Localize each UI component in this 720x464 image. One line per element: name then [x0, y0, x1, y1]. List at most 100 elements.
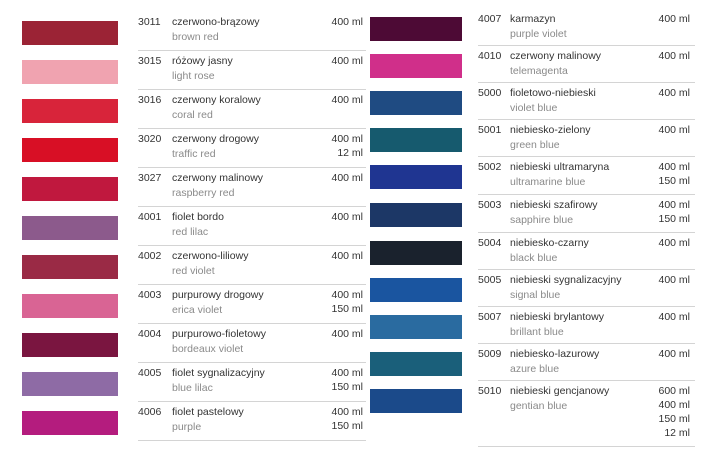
color-swatch	[22, 410, 118, 435]
size: 150 ml	[331, 420, 363, 432]
color-code: 4003	[138, 289, 162, 301]
color-code: 4004	[138, 328, 162, 340]
name-pl: fioletowo-niebieski	[510, 87, 596, 99]
name-pl: czerwony malinowy	[172, 172, 264, 184]
name-en: red lilac	[172, 226, 209, 238]
size: 400 ml	[658, 348, 690, 360]
color-swatch	[370, 388, 462, 413]
name-en: signal blue	[510, 289, 561, 301]
color-code: 4010	[478, 50, 502, 62]
name-en: violet blue	[510, 102, 558, 114]
color-code: 4005	[138, 367, 162, 379]
size: 150 ml	[658, 175, 690, 187]
size: 400 ml	[331, 406, 363, 418]
name-pl: czerwony koralowy	[172, 94, 261, 106]
color-swatch	[370, 53, 462, 78]
name-en: purple violet	[510, 28, 567, 40]
color-code: 5002	[478, 161, 502, 173]
name-en: traffic red	[172, 148, 216, 160]
color-swatch	[22, 137, 118, 162]
size: 400 ml	[331, 289, 363, 301]
color-code: 3011	[138, 16, 161, 28]
color-code: 5001	[478, 124, 502, 136]
color-swatch	[370, 127, 462, 152]
separator	[478, 82, 695, 83]
color-code: 3016	[138, 94, 162, 106]
color-code: 4007	[478, 13, 502, 25]
color-swatch	[370, 314, 462, 339]
name-pl: różowy jasny	[172, 55, 233, 67]
size: 400 ml	[331, 250, 363, 262]
name-pl: fiolet bordo	[172, 211, 224, 223]
color-swatch	[22, 20, 118, 45]
separator	[478, 119, 695, 120]
name-pl: czerwono-brązowy	[172, 16, 260, 28]
size: 400 ml	[658, 87, 690, 99]
color-swatch	[370, 16, 462, 41]
name-en: blue lilac	[172, 382, 213, 394]
name-en: red violet	[172, 265, 215, 277]
color-swatch	[370, 240, 462, 265]
name-en: ultramarine blue	[510, 176, 586, 188]
separator	[138, 440, 366, 441]
size: 150 ml	[658, 213, 690, 225]
name-en: telemagenta	[510, 65, 568, 77]
name-en: raspberry red	[172, 187, 235, 199]
size: 400 ml	[658, 50, 690, 62]
name-pl: czerwony malinowy	[510, 50, 602, 62]
separator	[478, 269, 695, 270]
name-pl: czerwony drogowy	[172, 133, 259, 145]
name-pl: niebiesko-czarny	[510, 237, 589, 249]
separator	[138, 284, 366, 285]
name-pl: niebiesko-lazurowy	[510, 348, 600, 360]
size: 400 ml	[658, 274, 690, 286]
name-pl: purpurowy drogowy	[172, 289, 264, 301]
color-code: 3020	[138, 133, 162, 145]
separator	[478, 45, 695, 46]
name-pl: niebieski szafirowy	[510, 199, 598, 211]
name-pl: niebieski ultramaryna	[510, 161, 610, 173]
name-en: green blue	[510, 139, 560, 151]
size: 400 ml	[658, 311, 690, 323]
separator	[138, 167, 366, 168]
size: 400 ml	[331, 16, 363, 28]
color-code: 5007	[478, 311, 502, 323]
color-swatch	[22, 59, 118, 84]
name-en: coral red	[172, 109, 213, 121]
size: 400 ml	[331, 367, 363, 379]
size: 400 ml	[658, 237, 690, 249]
size: 400 ml	[331, 328, 363, 340]
size: 400 ml	[658, 13, 690, 25]
color-code: 5009	[478, 348, 502, 360]
color-code: 4002	[138, 250, 162, 262]
color-swatch	[22, 176, 118, 201]
color-swatch	[370, 277, 462, 302]
color-code: 3015	[138, 55, 162, 67]
size: 400 ml	[331, 94, 363, 106]
name-en: brillant blue	[510, 326, 564, 338]
name-pl: fiolet sygnalizacyjny	[172, 367, 265, 379]
separator	[478, 232, 695, 233]
color-code: 4006	[138, 406, 162, 418]
color-code: 5003	[478, 199, 502, 211]
separator	[478, 306, 695, 307]
name-pl: niebiesko-zielony	[510, 124, 591, 136]
name-pl: niebieski gencjanowy	[510, 385, 610, 397]
color-swatch	[22, 98, 118, 123]
color-swatch	[22, 215, 118, 240]
color-code: 5004	[478, 237, 502, 249]
size: 400 ml	[331, 172, 363, 184]
separator	[138, 401, 366, 402]
size: 400 ml	[658, 399, 690, 411]
size: 12 ml	[337, 147, 363, 159]
name-en: black blue	[510, 252, 558, 264]
name-pl: karmazyn	[510, 13, 556, 25]
color-swatch	[370, 164, 462, 189]
color-code: 5005	[478, 274, 502, 286]
separator	[478, 380, 695, 381]
name-pl: niebieski sygnalizacyjny	[510, 274, 622, 286]
color-swatch	[22, 254, 118, 279]
separator	[478, 343, 695, 344]
separator	[138, 206, 366, 207]
name-pl: czerwono-liliowy	[172, 250, 249, 262]
